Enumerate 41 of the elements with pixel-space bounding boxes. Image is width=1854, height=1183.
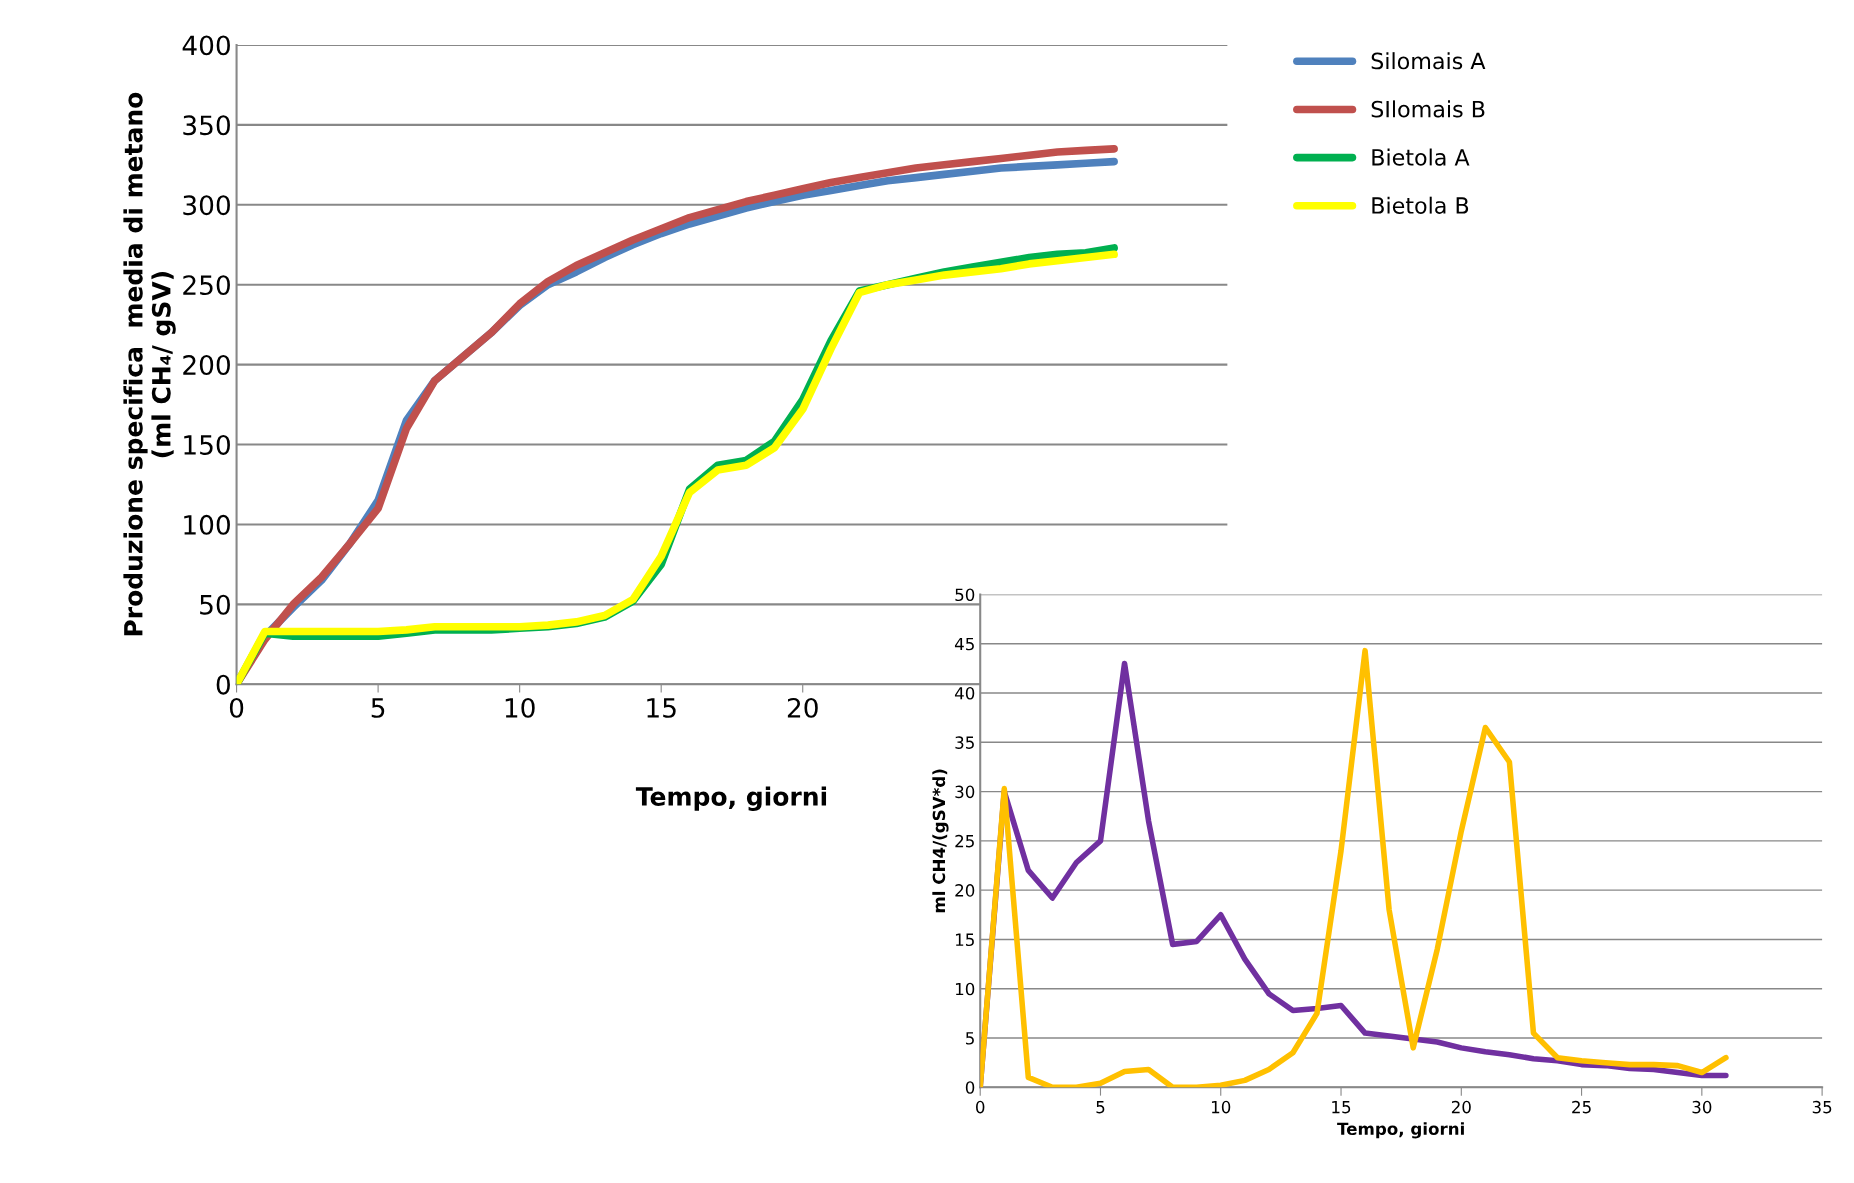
legend-label: SIlomais B <box>1371 100 1485 118</box>
legend-label: Bietola A <box>1372 148 1470 166</box>
x-tick-label: 15 <box>647 698 676 718</box>
y-tick-label: 200 <box>183 355 230 375</box>
y-axis-title: ml CH4/(gSV*d) <box>932 769 949 913</box>
x-tick-label: 20 <box>787 697 818 718</box>
y-tick-label: 35 <box>955 736 974 749</box>
y-tick-label: 45 <box>954 637 974 651</box>
x-tick-label: 30 <box>1692 1100 1712 1114</box>
y-tick-label: 20 <box>955 884 975 897</box>
y-tick-label: 10 <box>955 982 975 996</box>
x-tick-label: 5 <box>371 698 385 718</box>
legend-label: Silomais A <box>1371 52 1486 70</box>
x-tick-label: 10 <box>1211 1100 1231 1114</box>
y-tick-label: 150 <box>184 434 230 455</box>
y-tick-label: 5 <box>966 1032 974 1045</box>
y-tick-label: 0 <box>965 1081 975 1094</box>
y-tick-label: 100 <box>184 514 230 535</box>
x-axis-title: Tempo, giorni <box>635 786 827 811</box>
x-tick-label: 5 <box>1096 1101 1105 1114</box>
y-tick-label: 250 <box>183 275 230 296</box>
legend-label: Bietola B <box>1372 196 1469 214</box>
x-tick-label: 35 <box>1812 1100 1832 1114</box>
y-tick-label: 400 <box>182 35 230 56</box>
x-tick-label: 20 <box>1451 1100 1471 1114</box>
y-tick-label: 25 <box>955 834 974 848</box>
y-tick-label: 15 <box>955 933 974 947</box>
y-tick-label: 30 <box>955 785 975 799</box>
y-tick-label: 350 <box>183 115 230 136</box>
y-tick-label: 50 <box>955 588 975 602</box>
x-tick-label: 10 <box>505 697 535 718</box>
x-tick-label: 15 <box>1332 1101 1351 1114</box>
y-axis-title: Produzione specifica media di metano (ml CH₄/ gSV) <box>123 92 176 636</box>
x-tick-label: 25 <box>1572 1100 1591 1114</box>
y-tick-label: 50 <box>200 594 230 615</box>
y-tick-label: 0 <box>216 674 230 695</box>
x-tick-label: 0 <box>976 1100 985 1114</box>
x-tick-label: 0 <box>229 697 244 718</box>
y-tick-label: 40 <box>954 686 975 700</box>
x-axis-title: Tempo, giorni <box>1337 1122 1464 1139</box>
y-tick-label: 300 <box>183 195 230 216</box>
